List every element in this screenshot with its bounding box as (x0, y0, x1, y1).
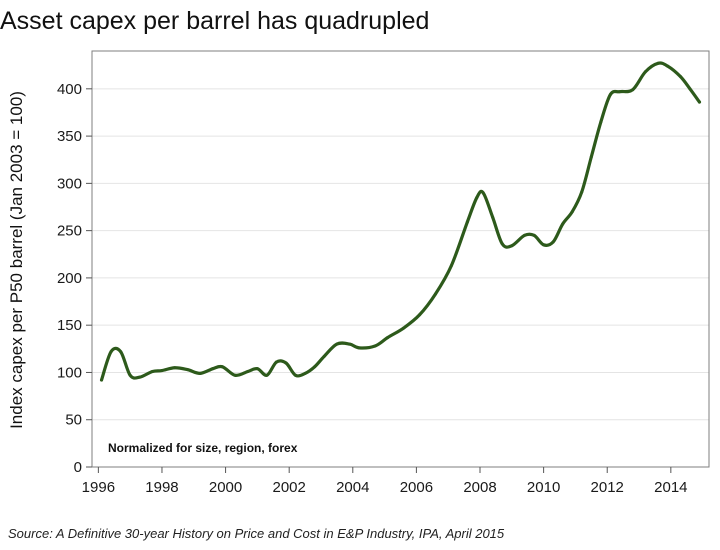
y-tick-label: 400 (57, 81, 82, 98)
data-point (491, 215, 495, 219)
data-point (160, 369, 164, 373)
x-tick-label: 1996 (82, 479, 115, 496)
x-tick-label: 2008 (463, 479, 496, 496)
data-point (631, 88, 635, 92)
x-tick-label: 2002 (272, 479, 305, 496)
data-point (386, 335, 390, 339)
chart-annotation: Normalized for size, region, forex (108, 441, 298, 455)
x-axis: 1996 1998 2000 2002 2004 2006 2008 2010 2012 2014 (82, 467, 688, 496)
y-axis: 0 50 100 150 200 250 300 350 400 (57, 81, 92, 476)
data-point (284, 361, 288, 365)
y-tick-label: 350 (57, 128, 82, 145)
data-point (688, 87, 692, 91)
data-point (561, 222, 565, 226)
x-tick-label: 2010 (527, 479, 560, 496)
data-point (220, 365, 224, 369)
data-point (599, 120, 603, 124)
data-point (570, 210, 574, 214)
data-point (510, 244, 514, 248)
y-tick-label: 150 (57, 317, 82, 334)
data-point (100, 378, 104, 382)
data-point (551, 240, 555, 244)
data-point (198, 371, 202, 375)
data-points (100, 61, 701, 382)
data-point (481, 191, 485, 195)
x-tick-label: 2012 (591, 479, 624, 496)
y-axis-label: Index capex per P50 barrel (Jan 2003 = 1… (7, 91, 26, 429)
data-point (418, 313, 422, 317)
data-point (119, 350, 123, 354)
x-tick-label: 2000 (209, 479, 242, 496)
data-point (211, 367, 215, 371)
data-point (697, 100, 701, 104)
data-point (433, 292, 437, 296)
data-point (523, 233, 527, 237)
data-point (138, 375, 142, 379)
data-point (402, 326, 406, 330)
data-point (532, 233, 536, 237)
x-tick-label: 2006 (400, 479, 433, 496)
data-point (618, 90, 622, 94)
data-point (643, 70, 647, 74)
data-point (294, 373, 298, 377)
data-point (348, 342, 352, 346)
data-point (589, 155, 593, 159)
data-point (357, 346, 361, 350)
data-point (373, 344, 377, 348)
data-point (678, 75, 682, 79)
y-tick-label: 250 (57, 223, 82, 240)
data-point (274, 360, 278, 364)
data-point (656, 61, 660, 65)
data-point (233, 373, 237, 377)
data-point (475, 196, 479, 200)
chart-title: Asset capex per barrel has quadrupled (0, 7, 429, 35)
x-tick-label: 2004 (336, 479, 369, 496)
y-tick-label: 50 (65, 412, 82, 429)
data-point (246, 370, 250, 374)
data-point (542, 243, 546, 247)
data-point (265, 373, 269, 377)
data-point (128, 373, 132, 377)
series-line-capex-index (99, 61, 702, 382)
data-point (303, 371, 307, 375)
data-point (449, 264, 453, 268)
data-point (150, 370, 154, 374)
y-tick-label: 200 (57, 270, 82, 287)
data-point (173, 366, 177, 370)
y-tick-label: 300 (57, 175, 82, 192)
data-point (185, 368, 189, 372)
data-point (666, 64, 670, 68)
x-tick-label: 2014 (654, 479, 687, 496)
source-note: Source: A Definitive 30-year History on … (8, 526, 505, 541)
data-point (255, 367, 259, 371)
y-tick-label: 100 (57, 364, 82, 381)
data-point (313, 365, 317, 369)
x-tick-label: 1998 (145, 479, 178, 496)
data-point (500, 242, 504, 246)
data-point (322, 354, 326, 358)
data-point (109, 350, 113, 354)
plot-area (91, 50, 710, 468)
data-point (335, 342, 339, 346)
data-point (465, 220, 469, 224)
data-point (608, 92, 612, 96)
y-tick-label: 0 (74, 459, 82, 476)
data-point (580, 190, 584, 194)
